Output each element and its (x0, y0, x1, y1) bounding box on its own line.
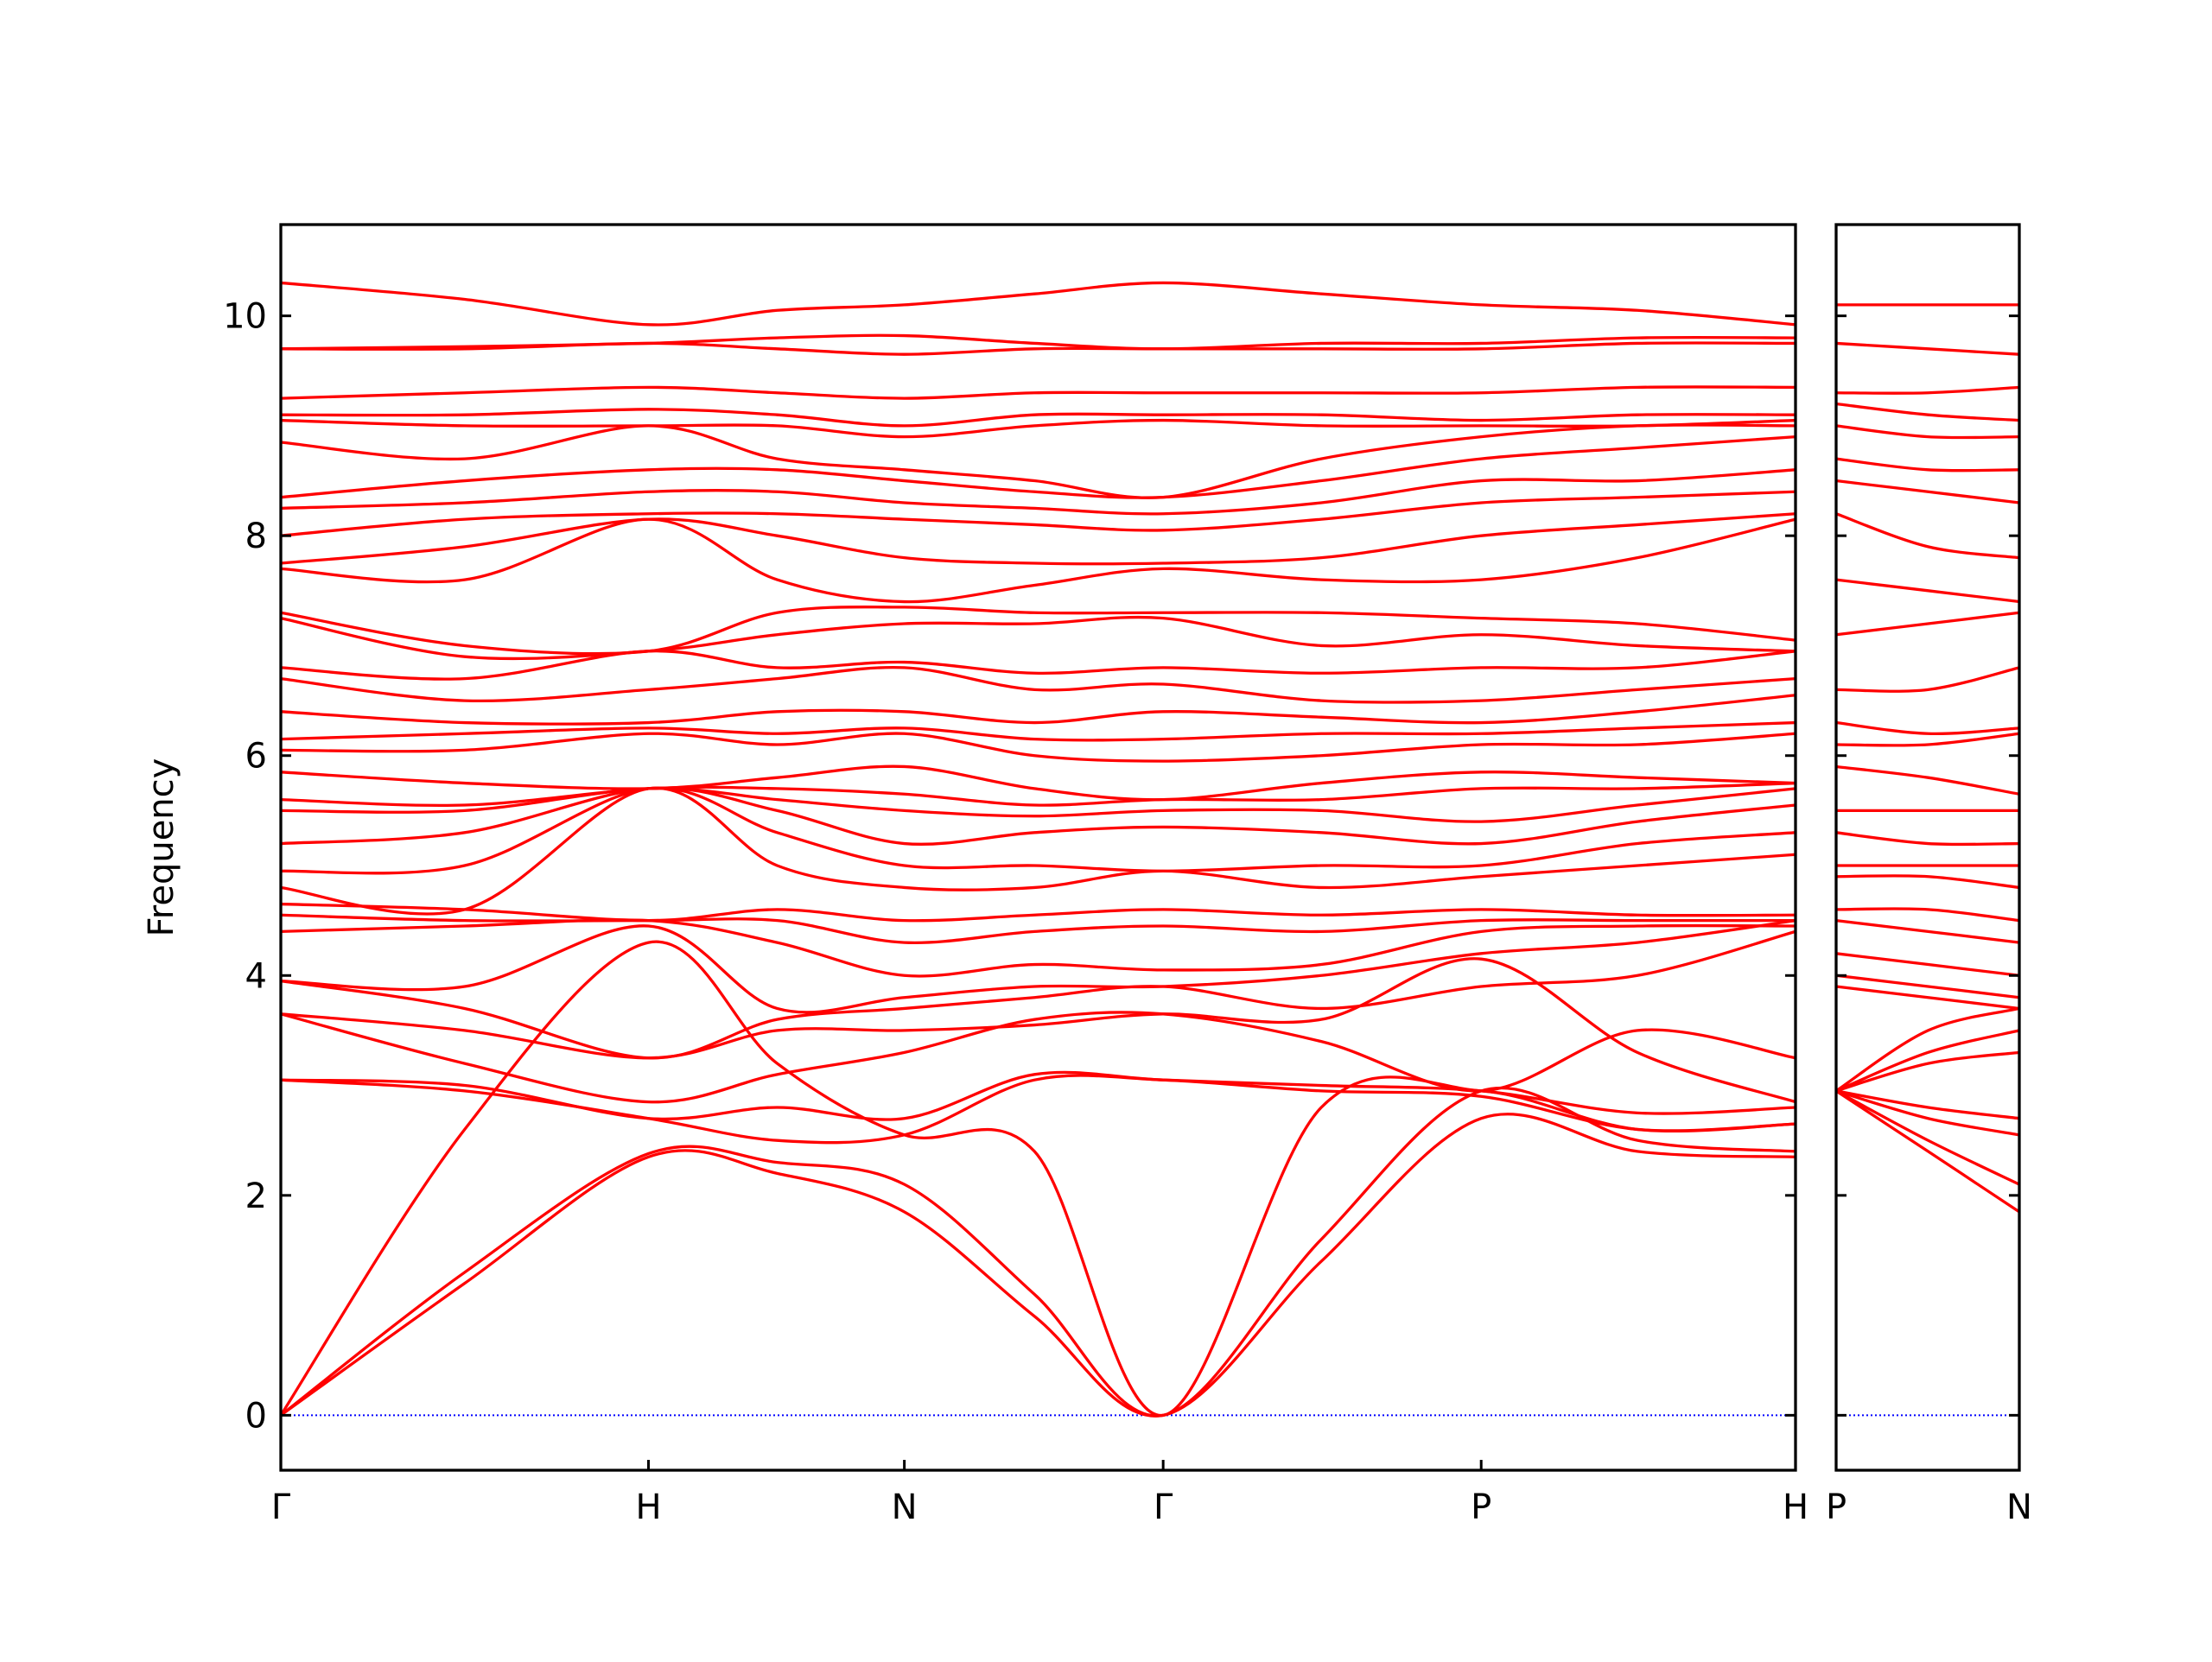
band-line (280, 385, 1796, 400)
band-line (1835, 1089, 2020, 1186)
band-line (1835, 720, 2020, 736)
band-line (1835, 874, 2020, 890)
band-line (280, 764, 1796, 802)
band-line (1835, 457, 2020, 473)
plot-frame (279, 223, 1797, 1472)
band-line (1835, 1089, 2020, 1137)
band-line (1835, 985, 2020, 1011)
band-line (1835, 764, 2020, 796)
band-line (280, 512, 1796, 566)
band-line (280, 435, 1796, 499)
band-line (280, 694, 1796, 726)
band-line (280, 929, 1796, 1060)
band-line (280, 418, 1796, 439)
band-line (280, 468, 1796, 516)
band-line (1835, 907, 2020, 923)
x-tick-label: N (2006, 1488, 2032, 1527)
y-tick-label: 0 (245, 1396, 267, 1436)
band-line (1835, 1050, 2020, 1093)
band-line (279, 940, 1796, 1418)
band-line (1835, 666, 2020, 693)
band-line (1835, 919, 2020, 944)
band-line (1835, 479, 2020, 504)
band-line (1835, 1089, 2020, 1214)
band-line (280, 786, 1796, 916)
band-line (279, 1086, 1796, 1418)
plot-frame (1834, 223, 2021, 1472)
y-tick-label: 4 (245, 956, 267, 996)
band-line (280, 423, 1796, 499)
band-line (1835, 385, 2020, 395)
band-line (280, 615, 1796, 661)
band-line (280, 1070, 1796, 1121)
x-tick-label: P (1471, 1488, 1491, 1527)
band-line (280, 517, 1796, 604)
band-line (1835, 611, 2020, 637)
band-line (1835, 952, 2020, 977)
band-line (280, 1113, 1796, 1418)
x-tick-label: Γ (271, 1488, 291, 1527)
band-line (280, 781, 1796, 808)
band-line (1835, 1089, 2020, 1120)
band-line (280, 902, 1796, 923)
band-line (1835, 341, 2020, 356)
y-tick-label: 2 (245, 1177, 267, 1216)
band-line (280, 665, 1796, 704)
y-tick-label: 6 (245, 737, 267, 777)
y-tick-label: 8 (245, 517, 267, 556)
band-line (280, 650, 1796, 681)
band-line (280, 281, 1796, 327)
band-line (280, 333, 1796, 351)
band-line (1835, 974, 2020, 999)
band-line (280, 720, 1796, 742)
band-line (280, 732, 1796, 763)
band-line (280, 606, 1796, 656)
band-line (280, 1011, 1796, 1104)
x-tick-label: H (635, 1488, 661, 1527)
band-line (1835, 1029, 2020, 1093)
band-line (1835, 831, 2020, 847)
x-tick-label: P (1826, 1488, 1847, 1527)
band-line (1835, 424, 2020, 440)
band-line (280, 490, 1796, 537)
band-line (1835, 1006, 2020, 1093)
band-line (1835, 512, 2020, 560)
y-tick-label: 10 (223, 297, 267, 337)
x-tick-label: Γ (1154, 1488, 1173, 1527)
band-line (280, 408, 1796, 428)
band-line (1835, 402, 2020, 422)
band-line (1835, 578, 2020, 604)
x-tick-label: H (1783, 1488, 1808, 1527)
band-line (280, 919, 1796, 1014)
x-tick-label: N (892, 1488, 918, 1527)
band-line (1835, 732, 2020, 747)
y-axis-label: Frequency (142, 758, 181, 937)
band-line (280, 913, 1796, 944)
band-line (280, 786, 1796, 846)
band-line (280, 786, 1796, 875)
